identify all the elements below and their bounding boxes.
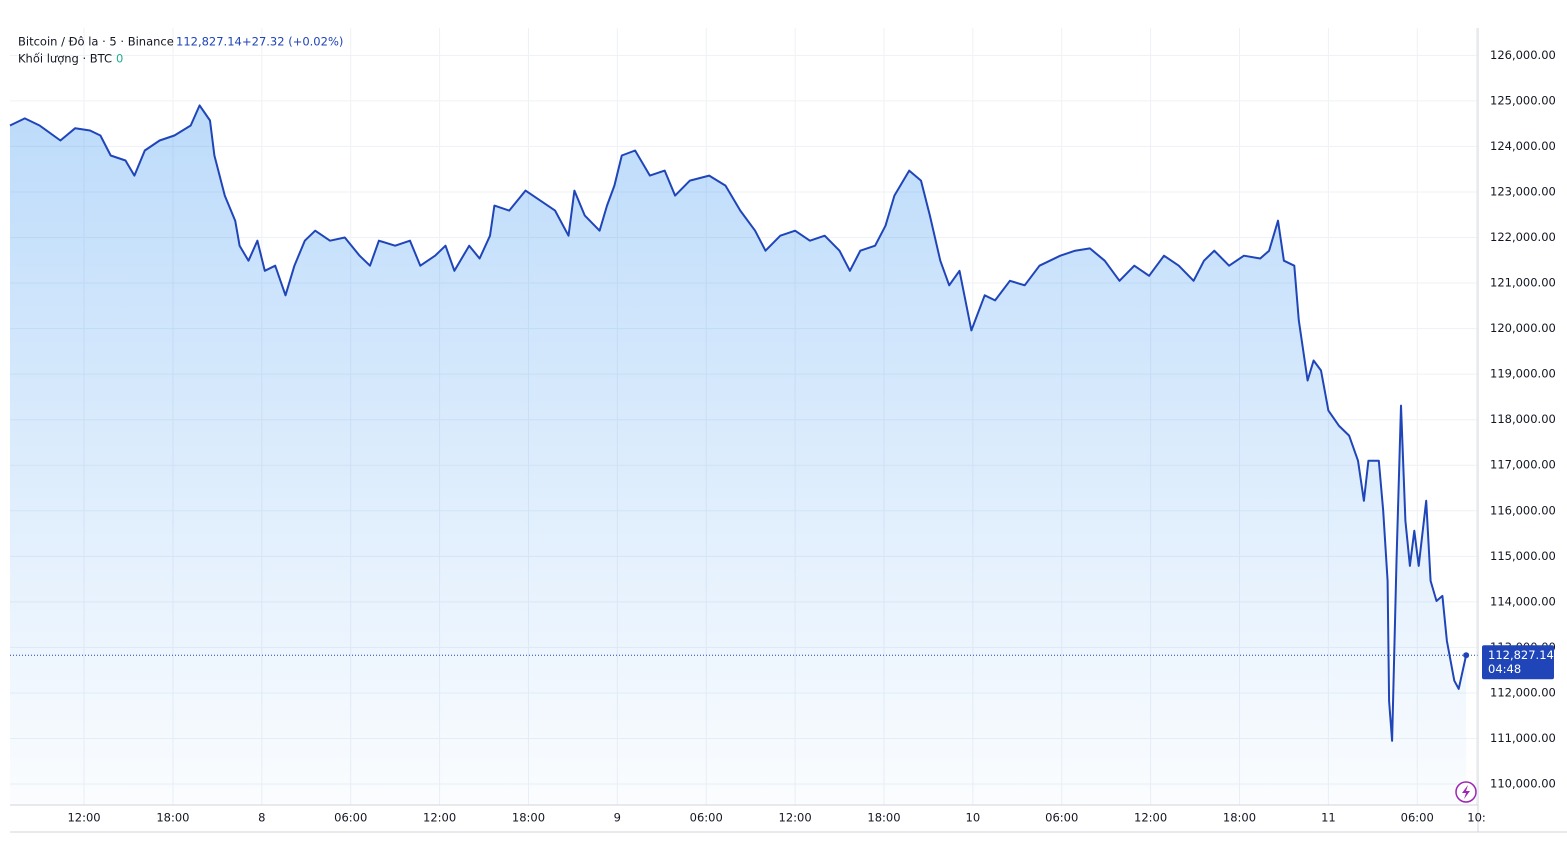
price: 112,827.14 [176,35,242,49]
lightning-icon [1462,785,1470,799]
volume-value: 0 [116,52,123,66]
x-tick-label: 18:00 [512,811,545,825]
x-tick-label: 10 [966,811,981,825]
x-tick-label: 10: [1467,811,1486,825]
x-tick-label: 8 [258,811,265,825]
y-tick-label: 112,000.00 [1490,685,1556,699]
x-tick-label: 18:00 [156,811,189,825]
x-tick-label: 06:00 [690,811,723,825]
symbol: Bitcoin / Đô la · 5 · Binance [18,35,174,49]
price-tag-value: 112,827.14 [1488,648,1554,662]
y-tick-label: 124,000.00 [1490,139,1556,153]
x-tick-label: 12:00 [67,811,100,825]
x-tick-label: 18:00 [1223,811,1256,825]
x-tick-label: 12:00 [423,811,456,825]
y-tick-label: 114,000.00 [1490,594,1556,608]
area-fill [10,105,1467,805]
y-tick-label: 121,000.00 [1490,276,1556,290]
y-tick-label: 119,000.00 [1490,367,1556,381]
price-line [9,104,1468,742]
x-tick-label: 12:00 [779,811,812,825]
y-tick-label: 126,000.00 [1490,48,1556,62]
y-tick-label: 122,000.00 [1490,230,1556,244]
y-tick-label: 125,000.00 [1490,93,1556,107]
y-tick-label: 120,000.00 [1490,321,1556,335]
price-tag [1482,645,1554,680]
change: +27.32 (+0.02%) [242,35,343,49]
y-tick-label: 116,000.00 [1490,503,1556,517]
x-tick-label: 9 [614,811,621,825]
marks [9,104,1478,805]
last-point [1463,652,1470,659]
y-tick-label: 111,000.00 [1490,731,1556,745]
x-tick-label: 11 [1321,811,1336,825]
x-tick-label: 06:00 [334,811,367,825]
volume-label: Khối lượng · BTC [18,52,112,66]
x-tick-label: 18:00 [867,811,900,825]
y-tick-label: 123,000.00 [1490,184,1556,198]
y-tick-label: 110,000.00 [1490,777,1556,791]
y-tick-label: 117,000.00 [1490,458,1556,472]
x-tick-label: 06:00 [1045,811,1078,825]
price-tag-countdown: 04:48 [1488,662,1521,676]
x-tick-label: 12:00 [1134,811,1167,825]
axes: 110,000.00111,000.00112,000.00113,000.00… [67,48,1555,825]
y-tick-label: 118,000.00 [1490,412,1556,426]
y-tick-label: 115,000.00 [1490,549,1556,563]
x-tick-label: 06:00 [1401,811,1434,825]
